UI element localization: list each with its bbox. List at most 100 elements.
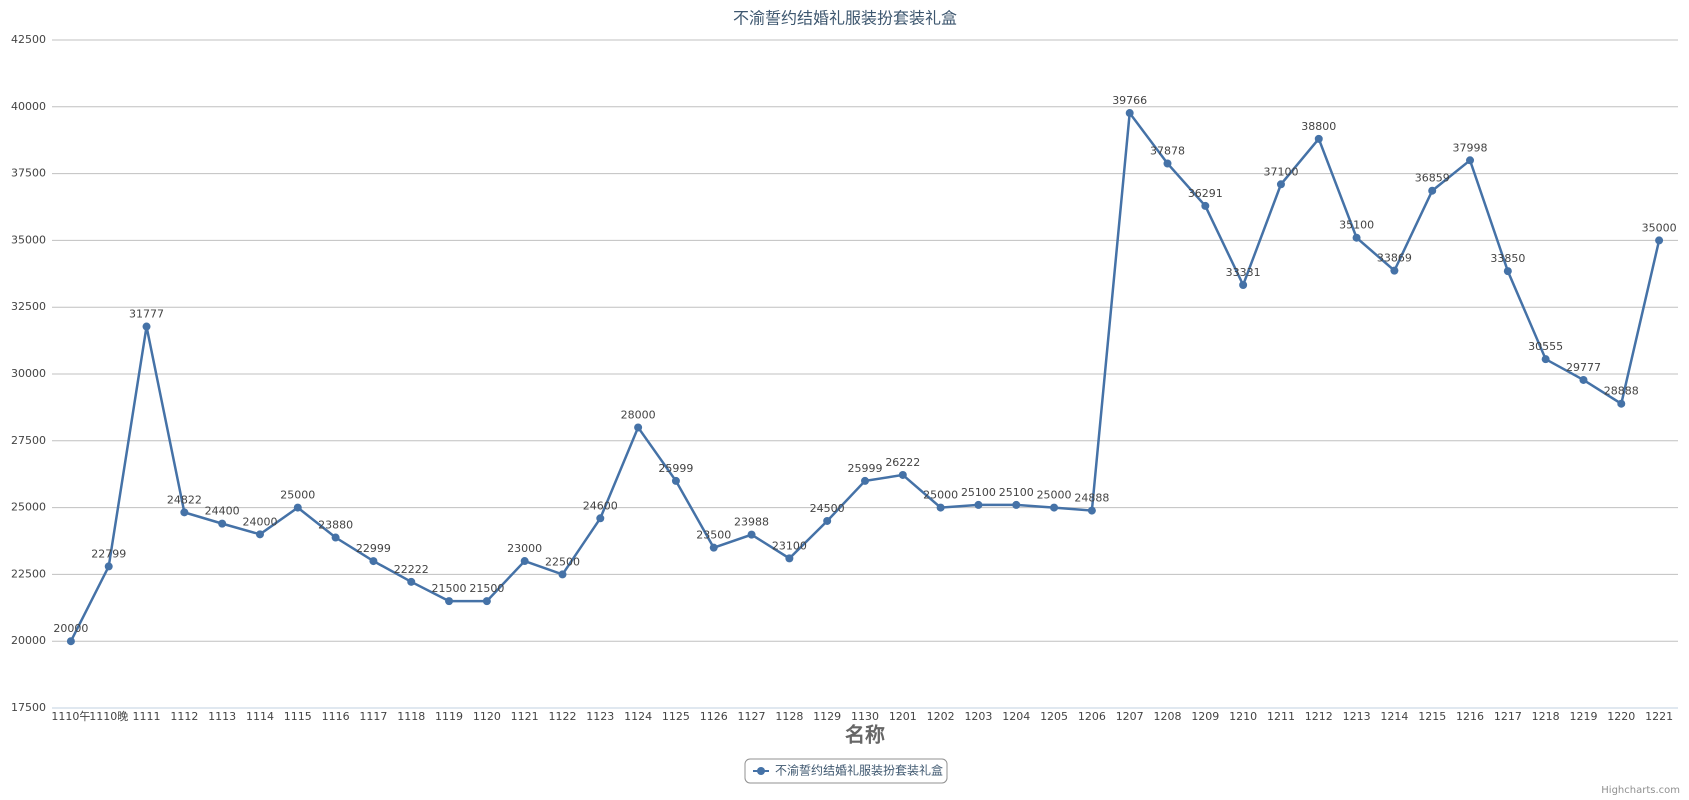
data-point <box>974 500 983 509</box>
x-tick-label: 1118 <box>397 710 425 723</box>
x-tick-label: 1110晚 <box>89 710 128 723</box>
data-point <box>142 322 151 331</box>
data-label: 23988 <box>734 516 769 529</box>
x-tick-label: 1116 <box>322 710 350 723</box>
y-tick-label: 40000 <box>11 100 46 113</box>
data-point <box>255 530 264 539</box>
x-tick-label: 1216 <box>1456 710 1484 723</box>
data-label: 25100 <box>961 486 996 499</box>
credits: Highcharts.com <box>1601 785 1680 796</box>
x-tick-label: 1211 <box>1267 710 1295 723</box>
data-point <box>785 554 794 563</box>
data-point <box>861 476 869 485</box>
data-label: 25000 <box>1037 489 1072 502</box>
x-tick-label: 1219 <box>1569 710 1597 723</box>
data-label: 25100 <box>999 486 1034 499</box>
x-tick-label: 1204 <box>1002 710 1030 723</box>
x-tick-label: 1124 <box>624 710 652 723</box>
data-label: 21500 <box>432 582 467 595</box>
data-point <box>936 503 945 512</box>
x-tick-label: 1123 <box>586 710 614 723</box>
x-tick-label: 1125 <box>662 710 690 723</box>
x-tick-label: 1112 <box>170 710 198 723</box>
x-tick-label: 1113 <box>208 710 236 723</box>
data-point <box>1163 159 1172 168</box>
legend-symbol <box>757 767 765 775</box>
data-label: 37100 <box>1263 165 1298 178</box>
x-tick-label: 1201 <box>889 710 917 723</box>
data-label: 33331 <box>1226 266 1261 279</box>
legend-box <box>744 758 948 784</box>
data-label: 29777 <box>1566 361 1601 374</box>
x-tick-label: 1126 <box>700 710 728 723</box>
x-tick-label: 1214 <box>1380 710 1408 723</box>
data-point <box>1239 280 1248 289</box>
x-tick-label: 1128 <box>775 710 803 723</box>
data-point <box>218 519 227 528</box>
y-tick-label: 17500 <box>11 701 46 714</box>
data-label: 22999 <box>356 542 391 555</box>
x-tick-label: 1111 <box>133 710 161 723</box>
data-point <box>1087 506 1096 515</box>
data-point <box>104 562 113 571</box>
x-axis-title: 名称 <box>845 723 885 747</box>
data-label: 26222 <box>885 456 920 469</box>
data-label: 28000 <box>621 408 656 421</box>
data-point <box>1125 109 1134 118</box>
data-label: 30555 <box>1528 340 1563 353</box>
y-tick-label: 25000 <box>11 501 46 514</box>
data-point <box>671 476 680 485</box>
data-label: 23500 <box>696 529 731 542</box>
data-point <box>823 516 832 525</box>
data-point <box>66 637 75 646</box>
data-label: 24600 <box>583 499 618 512</box>
data-point <box>445 597 454 606</box>
x-tick-label: 1203 <box>964 710 992 723</box>
data-label: 28888 <box>1604 385 1639 398</box>
data-label: 25000 <box>280 489 315 502</box>
x-tick-label: 1208 <box>1154 710 1182 723</box>
data-label: 22500 <box>545 555 580 568</box>
data-label: 24822 <box>167 493 202 506</box>
data-point <box>1201 201 1210 210</box>
x-tick-label: 1212 <box>1305 710 1333 723</box>
data-point <box>1617 399 1626 408</box>
data-label: 35100 <box>1339 219 1374 232</box>
data-label: 22222 <box>394 563 429 576</box>
x-tick-label: 1120 <box>473 710 501 723</box>
data-point <box>1314 134 1323 143</box>
data-label: 21500 <box>469 582 504 595</box>
x-tick-label: 1207 <box>1116 710 1144 723</box>
data-point <box>1276 180 1285 189</box>
x-tick-label: 1218 <box>1532 710 1560 723</box>
data-label: 31777 <box>129 308 164 321</box>
x-tick-label: 1209 <box>1191 710 1219 723</box>
data-point <box>1655 236 1664 245</box>
x-tick-label: 1217 <box>1494 710 1522 723</box>
data-label: 23100 <box>772 539 807 552</box>
data-point <box>180 508 189 517</box>
y-tick-label: 27500 <box>11 434 46 447</box>
data-label: 23880 <box>318 519 353 532</box>
data-label: 24000 <box>242 515 277 528</box>
data-label: 24500 <box>810 502 845 515</box>
x-tick-label: 1117 <box>359 710 387 723</box>
data-label: 24400 <box>205 505 240 518</box>
chart-title: 不渝誓约结婚礼服装扮套装礼盒 <box>733 9 957 28</box>
x-tick-label: 1121 <box>511 710 539 723</box>
x-tick-label: 1206 <box>1078 710 1106 723</box>
x-tick-label: 1114 <box>246 710 274 723</box>
series-line <box>69 109 1661 642</box>
data-point <box>1579 375 1588 384</box>
data-label: 37878 <box>1150 144 1185 157</box>
data-label: 37998 <box>1453 141 1488 154</box>
data-point <box>709 543 718 552</box>
data-label: 24888 <box>1074 492 1109 505</box>
y-tick-label: 37500 <box>11 167 46 180</box>
data-point <box>747 530 756 539</box>
data-label: 38800 <box>1301 120 1336 133</box>
data-point <box>1503 267 1512 276</box>
x-tick-label: 1130 <box>851 710 879 723</box>
data-label: 22799 <box>91 547 126 560</box>
